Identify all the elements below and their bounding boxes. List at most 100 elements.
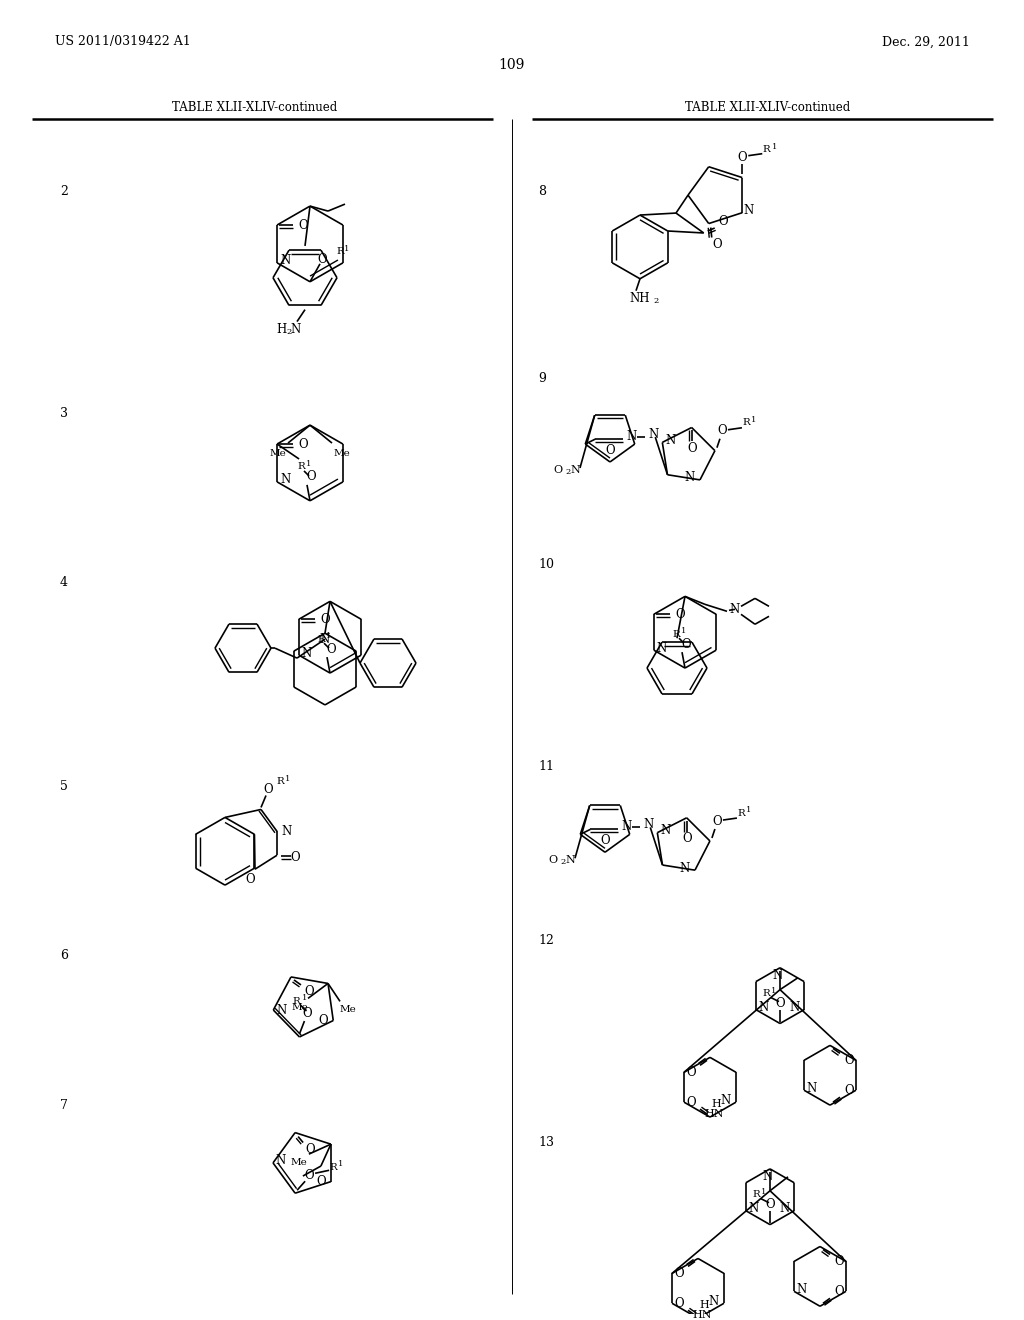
Text: TABLE XLII-XLIV-continued: TABLE XLII-XLIV-continued: [685, 102, 851, 114]
Text: O: O: [765, 1199, 775, 1212]
Text: R: R: [763, 145, 770, 154]
Text: O: O: [844, 1084, 854, 1097]
Text: 2: 2: [560, 858, 565, 866]
Text: O: O: [327, 643, 336, 656]
Text: R: R: [330, 1163, 337, 1172]
Text: O: O: [298, 219, 308, 231]
Text: Me: Me: [269, 449, 287, 458]
Text: 1: 1: [761, 1188, 767, 1196]
Text: O: O: [263, 783, 272, 796]
Text: 2: 2: [287, 327, 292, 335]
Text: O: O: [737, 152, 748, 164]
Text: 1: 1: [746, 807, 752, 814]
Text: 1: 1: [752, 416, 757, 424]
Text: N: N: [280, 255, 290, 268]
Text: R: R: [336, 247, 344, 256]
Text: O: O: [245, 873, 255, 886]
Text: 1: 1: [338, 1160, 344, 1168]
Text: 7: 7: [60, 1098, 68, 1111]
Text: 12: 12: [538, 935, 554, 948]
Text: O: O: [683, 832, 692, 845]
Text: Me: Me: [334, 449, 350, 458]
Text: 5: 5: [60, 780, 68, 793]
Text: R: R: [762, 989, 770, 998]
Text: R: R: [276, 777, 284, 787]
Text: N: N: [807, 1081, 817, 1094]
Text: O: O: [681, 638, 691, 651]
Text: O: O: [675, 607, 685, 620]
Text: 1: 1: [306, 459, 311, 469]
Text: O: O: [553, 465, 562, 475]
Text: R: R: [672, 630, 680, 639]
Text: N: N: [570, 465, 580, 475]
Text: N: N: [749, 1203, 759, 1216]
Text: N: N: [275, 1155, 286, 1167]
Text: O: O: [605, 444, 614, 457]
Text: N: N: [743, 205, 754, 218]
Text: O: O: [835, 1284, 844, 1298]
Text: HN: HN: [692, 1311, 712, 1320]
Text: 11: 11: [538, 760, 554, 774]
Text: R: R: [752, 1191, 760, 1200]
Text: N: N: [666, 434, 676, 447]
Text: NH: NH: [630, 292, 650, 305]
Text: 2: 2: [565, 467, 570, 477]
Text: N: N: [721, 1094, 731, 1106]
Text: O: O: [844, 1053, 854, 1067]
Text: O: O: [674, 1296, 684, 1309]
Text: TABLE XLII-XLIV-continued: TABLE XLII-XLIV-continued: [172, 102, 338, 114]
Text: 2: 2: [653, 297, 658, 305]
Text: N: N: [790, 1001, 800, 1014]
Text: N: N: [709, 1295, 719, 1308]
Text: R: R: [317, 635, 325, 644]
Text: N: N: [622, 820, 632, 833]
Text: N: N: [648, 428, 658, 441]
Text: Me: Me: [292, 1003, 308, 1012]
Text: 2: 2: [60, 185, 68, 198]
Text: 9: 9: [538, 372, 546, 385]
Text: 13: 13: [538, 1137, 554, 1150]
Text: 1: 1: [286, 775, 291, 783]
Text: O: O: [290, 850, 300, 863]
Text: O: O: [686, 1065, 696, 1078]
Text: Me: Me: [340, 1005, 356, 1014]
Text: N: N: [797, 1283, 807, 1296]
Text: O: O: [600, 834, 610, 847]
Text: R: R: [293, 997, 300, 1006]
Text: N: N: [565, 855, 574, 865]
Text: N: N: [291, 323, 301, 337]
Text: HN: HN: [705, 1109, 724, 1119]
Text: N: N: [763, 1171, 773, 1183]
Text: N: N: [280, 474, 290, 486]
Text: O: O: [304, 1168, 314, 1181]
Text: N: N: [779, 1203, 790, 1216]
Text: US 2011/0319422 A1: US 2011/0319422 A1: [55, 36, 190, 49]
Text: H: H: [275, 323, 286, 337]
Text: N: N: [685, 471, 695, 484]
Text: H: H: [699, 1300, 709, 1311]
Text: O: O: [316, 1175, 326, 1188]
Text: O: O: [775, 997, 784, 1010]
Text: 10: 10: [538, 558, 554, 572]
Text: 8: 8: [538, 185, 546, 198]
Text: N: N: [773, 969, 783, 982]
Text: N: N: [730, 603, 740, 616]
Text: H: H: [711, 1100, 721, 1109]
Text: O: O: [712, 814, 722, 828]
Text: O: O: [305, 1143, 315, 1156]
Text: O: O: [835, 1255, 844, 1269]
Text: 6: 6: [60, 949, 68, 962]
Text: 1: 1: [681, 627, 687, 635]
Text: N: N: [759, 1001, 769, 1014]
Text: N: N: [626, 429, 636, 442]
Text: N: N: [319, 632, 330, 645]
Text: O: O: [674, 1267, 684, 1280]
Text: R: R: [737, 809, 744, 817]
Text: N: N: [276, 1003, 287, 1016]
Text: N: N: [643, 818, 653, 830]
Text: 1: 1: [771, 143, 777, 150]
Text: N: N: [302, 647, 312, 660]
Text: 1: 1: [344, 246, 349, 253]
Text: O: O: [717, 424, 727, 437]
Text: O: O: [686, 1096, 696, 1109]
